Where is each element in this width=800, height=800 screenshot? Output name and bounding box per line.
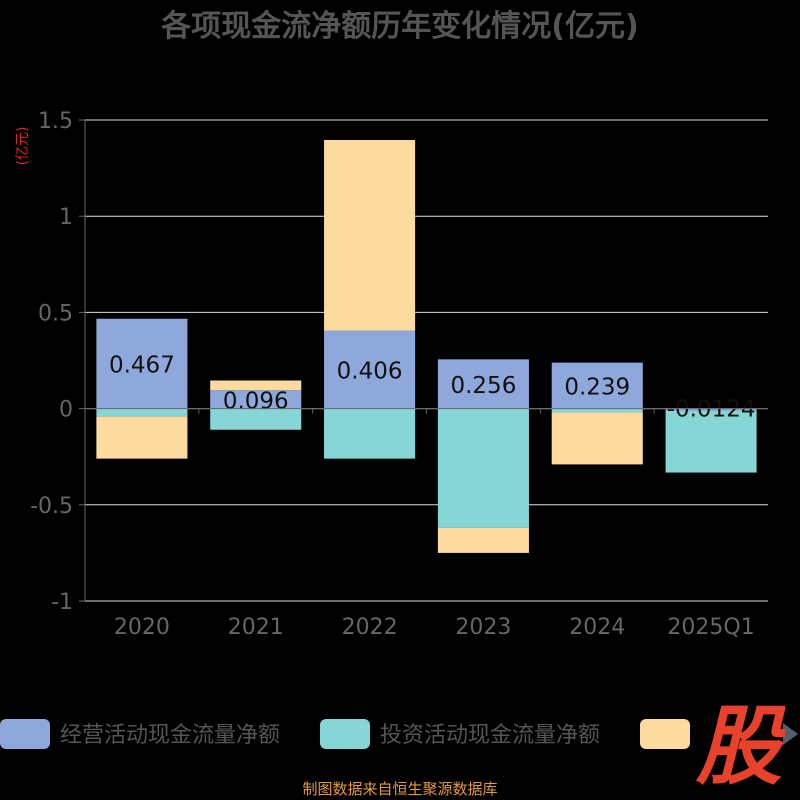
y-axis-label: (亿元) <box>15 127 31 166</box>
data-label: -0.0124 <box>667 397 756 423</box>
x-tick-label: 2021 <box>228 615 284 640</box>
bar-3-2023 <box>437 527 529 553</box>
logo-glyph: 股 <box>695 698 785 790</box>
bar-1-2024 <box>551 362 643 409</box>
bar-1-2025Q1 <box>665 408 757 411</box>
bar-3-2021 <box>210 380 302 391</box>
legend-label[interactable]: 经营活动现金流量净额 <box>60 723 280 748</box>
bar-2-2020 <box>96 408 188 417</box>
bar-3-2020 <box>96 416 188 459</box>
bar-2-2023 <box>437 408 529 528</box>
x-tick-label: 2025Q1 <box>667 615 754 640</box>
data-label: 0.239 <box>564 375 630 401</box>
legend-label[interactable]: 投资活动现金流量净额 <box>380 723 600 748</box>
bar-1-2022 <box>324 330 416 409</box>
y-tick-label: 0.5 <box>38 301 73 326</box>
x-tick-label: 2023 <box>455 615 511 640</box>
source-footer: 制图数据来自恒生聚源数据库 <box>302 780 498 798</box>
legend-swatch[interactable] <box>640 719 690 749</box>
gushi-logo: 股 <box>695 698 785 790</box>
legend-swatch[interactable] <box>0 719 50 749</box>
bar-3-2024 <box>551 412 643 465</box>
data-label: 0.096 <box>223 388 289 414</box>
bar-2-2021 <box>210 408 302 430</box>
data-label: 0.406 <box>337 359 403 385</box>
x-tick-label: 2024 <box>569 615 625 640</box>
bar-1-2023 <box>437 359 529 409</box>
data-label: 0.256 <box>450 373 516 399</box>
chart-title: 各项现金流净额历年变化情况(亿元) <box>160 9 638 44</box>
y-tick-label: -0.5 <box>30 494 73 519</box>
bar-2-2024 <box>551 408 643 413</box>
bar-2-2025Q1 <box>665 410 757 473</box>
data-label: 0.467 <box>109 353 175 379</box>
bar-1-2020 <box>96 318 188 409</box>
bar-2-2022 <box>324 408 416 459</box>
bar-1-2021 <box>210 390 302 409</box>
legend-swatch[interactable] <box>320 719 370 749</box>
y-tick-label: 0 <box>59 398 73 423</box>
legend-next-page-arrow-icon[interactable] <box>783 723 798 745</box>
y-tick-label: 1 <box>59 205 73 230</box>
x-tick-label: 2020 <box>114 615 170 640</box>
y-tick-label: 1.5 <box>38 109 73 134</box>
bar-3-2022 <box>324 140 416 331</box>
y-tick-label: -1 <box>51 590 73 615</box>
x-tick-label: 2022 <box>342 615 398 640</box>
